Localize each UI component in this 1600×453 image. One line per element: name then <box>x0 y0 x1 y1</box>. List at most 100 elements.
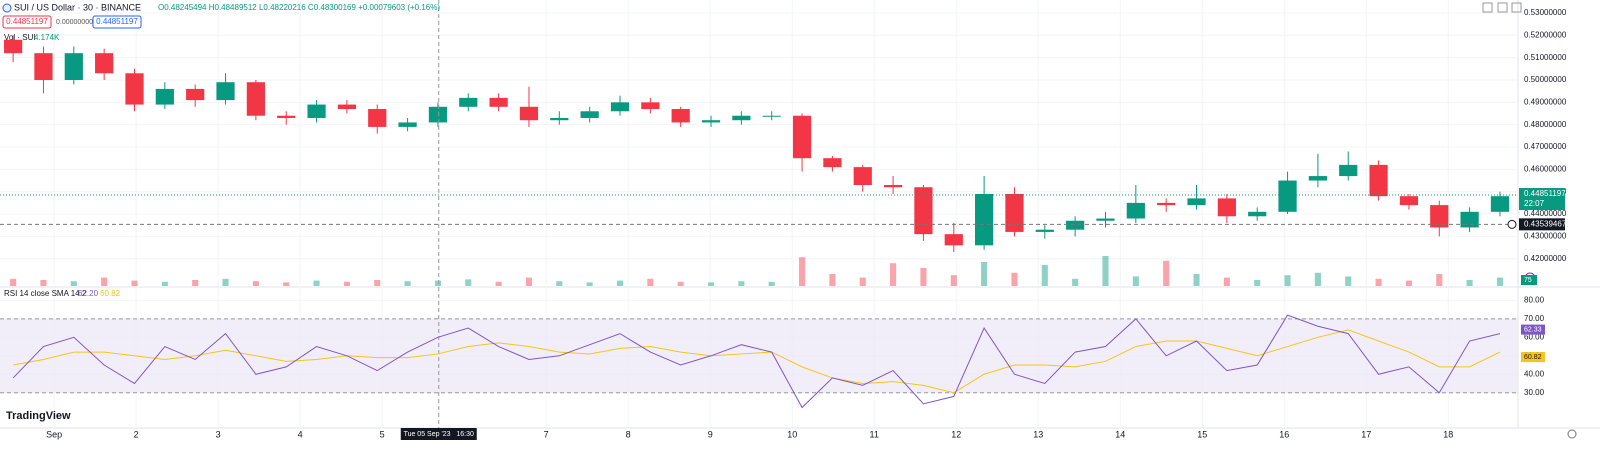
candle-body <box>246 82 265 116</box>
x-tick-label: 14 <box>1115 429 1125 439</box>
y-tick-label: 80.00 <box>1524 295 1545 304</box>
y-tick-label: 40.00 <box>1524 369 1545 378</box>
x-tick-label: 10 <box>787 429 797 439</box>
candle-body <box>34 53 53 80</box>
x-tick-label: 12 <box>951 429 961 439</box>
candle-body <box>883 185 903 188</box>
rsi-band <box>0 318 1518 393</box>
candle-body <box>823 158 842 168</box>
candle-body <box>1369 164 1388 197</box>
last-price-label: 0.44851197 <box>1524 189 1566 198</box>
candle-body <box>1430 205 1449 228</box>
x-tick-label: 5 <box>380 429 385 439</box>
candle-body <box>853 167 872 186</box>
candle-body <box>550 117 569 121</box>
candle-body <box>368 109 387 127</box>
candle-body <box>1005 193 1024 232</box>
candle-body <box>155 88 174 105</box>
candle-body <box>1248 211 1267 217</box>
rsi-badge <box>1521 352 1545 363</box>
y-tick-label: 0.42000000 <box>1524 254 1567 263</box>
rsi-badge <box>1521 324 1545 335</box>
candle-body <box>1308 176 1327 181</box>
volume-bar <box>252 281 259 286</box>
toolbar-icon[interactable] <box>1511 2 1522 13</box>
volume-bar <box>40 280 47 286</box>
y-tick-label: 60.00 <box>1524 332 1545 341</box>
logo: TradingView <box>6 410 71 422</box>
x-tick-label: 2 <box>134 429 139 439</box>
volume-bar <box>131 280 138 286</box>
volume-bar <box>343 281 350 286</box>
rsi-badge-label: 60.82 <box>1524 354 1542 361</box>
candle-body <box>1157 202 1176 206</box>
candle-body <box>519 106 539 121</box>
candle-body <box>732 115 751 121</box>
crosshair-price-label: 0.43539467 <box>1524 219 1567 228</box>
candle-body <box>1399 196 1419 206</box>
rsi-badge-label: 62.33 <box>1524 326 1542 333</box>
volume-bar <box>1375 278 1382 286</box>
volume-bar <box>465 279 472 286</box>
x-tick-label: 3 <box>216 429 221 439</box>
volume-bar <box>859 277 866 286</box>
volume-bar <box>616 280 624 286</box>
crosshair-time-badge <box>400 428 477 440</box>
candle-body <box>307 104 326 118</box>
volume-bar <box>1436 274 1443 286</box>
volume-bar <box>313 280 320 286</box>
x-tick-label: 8 <box>626 429 631 439</box>
toolbar-icon[interactable] <box>1482 2 1493 13</box>
volume-bar <box>920 268 927 286</box>
volume-bar <box>556 281 563 286</box>
volume-bar <box>1163 260 1170 286</box>
crosshair-icon[interactable] <box>1507 219 1517 229</box>
y-tick-label: 0.52000000 <box>1524 30 1567 39</box>
volume-bar <box>10 278 17 286</box>
volume-bar <box>981 262 988 286</box>
settings-icon[interactable] <box>1567 429 1577 439</box>
candle-body <box>671 109 690 123</box>
candle-body <box>641 102 660 110</box>
candle-body <box>1126 202 1145 219</box>
sell-price[interactable]: 0.44851197 <box>6 17 48 26</box>
volume-bar <box>161 281 168 286</box>
volume-bar <box>1041 265 1048 286</box>
x-tick-label: Sep <box>46 429 62 439</box>
volume-bar <box>404 281 411 286</box>
candle-body <box>1217 198 1236 217</box>
candle-body <box>944 234 963 246</box>
volume-bar <box>707 282 715 286</box>
buy-price[interactable]: 0.44851197 <box>96 17 138 26</box>
y-tick-label: 0.48000000 <box>1524 120 1567 129</box>
x-tick-label: 17 <box>1361 429 1371 439</box>
candle-body <box>186 88 205 101</box>
volume-badge <box>1521 275 1537 285</box>
y-tick-label: 0.46000000 <box>1524 164 1567 173</box>
volume-bar <box>1072 278 1079 286</box>
toolbar-icon[interactable] <box>1497 2 1508 13</box>
candle-body <box>1490 196 1510 212</box>
candle-body <box>125 73 144 105</box>
candle-body <box>1096 218 1115 221</box>
rsi-line <box>12 314 1501 409</box>
sma-header-value: 60.82 <box>100 289 121 298</box>
x-tick-label: 15 <box>1197 429 1207 439</box>
volume-bar <box>101 277 108 286</box>
y-tick-label: 0.50000000 <box>1524 75 1567 84</box>
volume-bar <box>1496 277 1503 286</box>
volume-bar <box>586 282 593 286</box>
sma-line <box>13 329 1501 394</box>
buy-button[interactable] <box>92 15 142 29</box>
symbol-title: SUI / US Dollar · 30 · BINANCE <box>14 2 141 12</box>
sell-button[interactable] <box>2 15 52 29</box>
volume-bar <box>890 263 897 286</box>
rsi-header-value: 62.20 <box>78 289 99 298</box>
candle-body <box>398 122 417 127</box>
candle-body <box>216 82 235 101</box>
volume-bar <box>525 277 532 286</box>
candle-body <box>277 115 296 118</box>
candle-body <box>1035 229 1054 232</box>
